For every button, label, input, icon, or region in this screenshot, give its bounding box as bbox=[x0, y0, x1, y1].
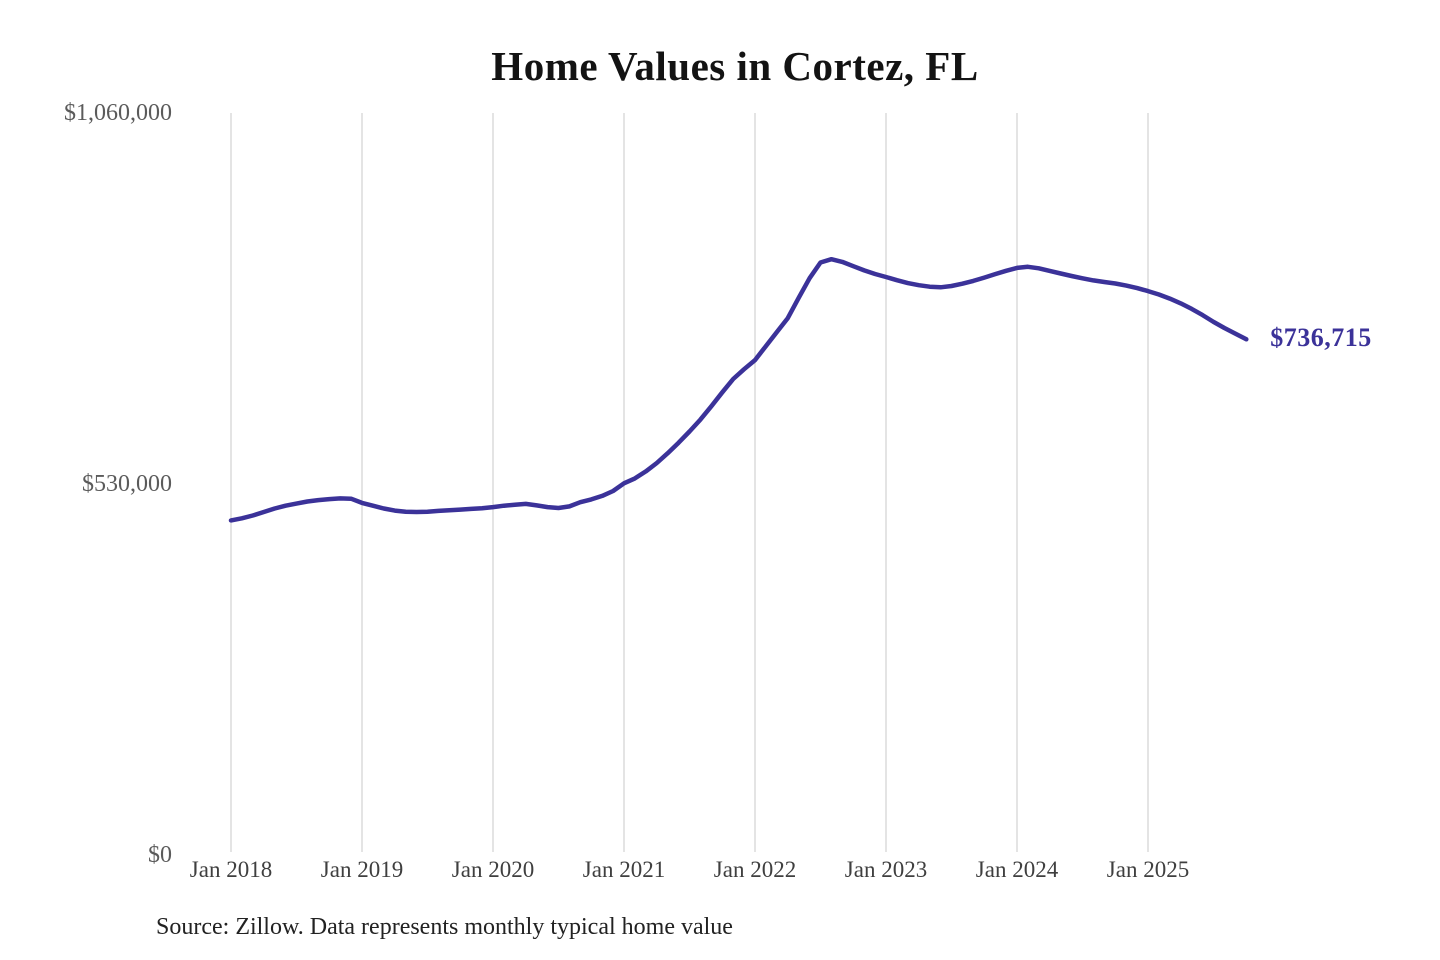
x-axis-tick-label: Jan 2020 bbox=[451, 857, 535, 882]
x-axis-tick-label: Jan 2022 bbox=[713, 857, 797, 882]
x-axis-tick-label: Jan 2021 bbox=[582, 857, 666, 882]
home-value-line bbox=[228, 256, 1249, 523]
x-axis-tick-label: Jan 2018 bbox=[189, 857, 273, 882]
x-axis-tick-label: Jan 2019 bbox=[320, 857, 404, 882]
current-value-label: $736,715 bbox=[1270, 323, 1372, 353]
x-axis-tick-label: Jan 2023 bbox=[844, 857, 928, 882]
chart-title: Home Values in Cortez, FL bbox=[491, 43, 979, 89]
y-axis-tick-label: $530,000 bbox=[82, 471, 172, 497]
x-axis-tick-label: Jan 2024 bbox=[975, 857, 1059, 882]
y-axis-tick-label: $0 bbox=[148, 842, 172, 868]
x-axis-tick-label: Jan 2025 bbox=[1106, 857, 1190, 882]
y-axis-tick-label: $1,060,000 bbox=[64, 100, 172, 126]
source-note: Source: Zillow. Data represents monthly … bbox=[156, 914, 733, 940]
